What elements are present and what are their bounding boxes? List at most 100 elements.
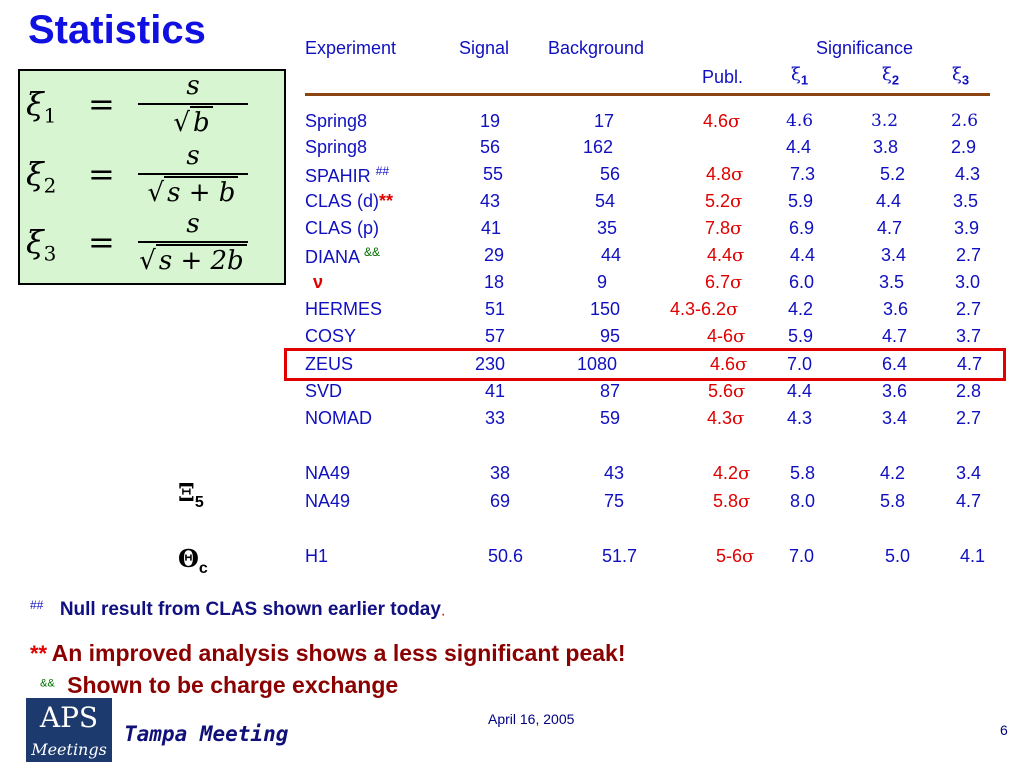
cell-xi2: 3.5: [879, 272, 905, 292]
cell-xi1: 8.0: [790, 491, 816, 511]
header-xi2: ξ2: [882, 64, 900, 88]
cell-xi1: 4.4: [786, 137, 812, 157]
cell-background: 17: [594, 111, 615, 131]
fraction: s √ s + 2b: [138, 211, 248, 276]
formula-xi1: ξ1 = s √ b: [20, 73, 284, 143]
cell-xi3: 2.7: [956, 408, 982, 428]
cell-publ: 4.3-6.2σ: [670, 299, 739, 320]
footnote-2-marker: **: [30, 641, 48, 666]
cell-xi1: 7.0: [787, 354, 813, 374]
cell-xi3: 4.7: [957, 354, 983, 374]
footnote-marker: &&: [364, 245, 381, 259]
cell-publ: 4.4σ: [707, 245, 745, 266]
sqrt-symbol: √: [173, 108, 190, 138]
aps-meetings-logo: APS Meetings: [26, 698, 112, 762]
cell-xi3: 4.3: [955, 164, 981, 184]
cell-publ: 7.8σ: [705, 218, 743, 239]
header-signal: Signal: [459, 38, 510, 58]
cell-xi1: 6.9: [789, 218, 815, 238]
cell-publ: 5.8σ: [713, 491, 751, 512]
header-divider: [305, 93, 990, 96]
footnote-3-marker: &&: [40, 677, 55, 690]
header-xi3: ξ3: [952, 64, 970, 88]
cell-experiment: Spring8: [305, 111, 368, 131]
header-background: Background: [548, 38, 645, 58]
cell-background: 75: [604, 491, 625, 511]
cell-signal: 230: [475, 354, 506, 374]
cell-xi2: 3.2: [871, 111, 899, 131]
cell-experiment: DIANA &&: [305, 245, 381, 267]
cell-experiment: ZEUS: [305, 354, 354, 374]
cell-xi3: 2.8: [956, 381, 982, 401]
header-publ: Publ.: [702, 67, 744, 87]
cell-xi3: 3.5: [953, 191, 979, 211]
cell-publ: 4.3σ: [707, 408, 745, 429]
cell-signal: 33: [485, 408, 506, 428]
footnote-marker: ##: [375, 164, 390, 178]
cell-background: 51.7: [602, 546, 638, 566]
cell-background: 9: [597, 272, 608, 292]
cell-xi3: 2.9: [951, 137, 977, 157]
cell-xi1: 5.9: [788, 326, 814, 346]
cell-xi2: 4.7: [877, 218, 903, 238]
cell-xi3: 3.9: [954, 218, 980, 238]
formula-box: ξ1 = s √ b ξ2 = s √ s + b ξ3 = s √ s + 2b: [18, 69, 286, 285]
cell-background: 162: [583, 137, 614, 157]
cell-background: 54: [595, 191, 616, 211]
cell-experiment: CLAS (d)**: [305, 191, 394, 211]
cell-signal: 43: [480, 191, 501, 211]
formula-xi3: ξ3 = s √ s + 2b: [20, 211, 284, 281]
cell-xi1: 4.6: [786, 111, 814, 131]
cell-xi3: 3.0: [955, 272, 981, 292]
header-experiment: Experiment: [305, 38, 397, 58]
sqrt-symbol: √: [147, 178, 165, 208]
cell-experiment: COSY: [305, 326, 357, 346]
cell-xi2: 5.2: [880, 164, 906, 184]
cell-publ: 4.6σ: [703, 111, 741, 132]
footnote-2: ** An improved analysis shows a less sig…: [30, 640, 626, 666]
footnote-1-marker: ##: [30, 598, 44, 612]
cell-xi3: 2.7: [956, 245, 982, 265]
cell-signal: 50.6: [488, 546, 524, 566]
cell-xi1: 5.8: [790, 463, 816, 483]
cell-signal: 57: [485, 326, 506, 346]
cell-xi2: 3.4: [882, 408, 908, 428]
fraction: s √ s + b: [138, 143, 248, 208]
cell-xi2: 4.2: [880, 463, 906, 483]
cell-background: 35: [597, 218, 618, 238]
cell-xi3: 3.4: [956, 463, 982, 483]
cell-signal: 56: [480, 137, 501, 157]
cell-xi1: 4.3: [787, 408, 813, 428]
cell-xi1: 4.4: [787, 381, 813, 401]
footnote-1: ## Null result from CLAS shown earlier t…: [30, 598, 446, 621]
cell-background: 1080: [577, 354, 618, 374]
cell-signal: 18: [484, 272, 505, 292]
cell-experiment: NA49: [305, 491, 351, 511]
cell-experiment: NOMAD: [305, 408, 372, 428]
cell-background: 87: [600, 381, 621, 401]
cell-xi3: 2.7: [956, 299, 982, 319]
cell-signal: 29: [484, 245, 505, 265]
cell-publ: 4.6σ: [710, 354, 748, 375]
cell-xi1: 5.9: [788, 191, 814, 211]
page-number: 6: [1000, 722, 1008, 738]
cell-xi2: 3.6: [882, 381, 908, 401]
cell-experiment: SVD: [305, 381, 343, 401]
cell-signal: 38: [490, 463, 511, 483]
cell-publ: 5.6σ: [708, 381, 746, 402]
cell-xi2: 6.4: [882, 354, 908, 374]
cell-experiment: HERMES: [305, 299, 383, 319]
sqrt-symbol: √: [139, 246, 156, 276]
cell-signal: 69: [490, 491, 511, 511]
cell-xi3: 4.7: [956, 491, 982, 511]
cell-signal: 55: [483, 164, 504, 184]
cell-publ: 5.2σ: [705, 191, 743, 212]
cell-xi2: 5.8: [880, 491, 906, 511]
cell-xi2: 3.4: [881, 245, 907, 265]
cell-xi3: 3.7: [956, 326, 982, 346]
cell-background: 43: [604, 463, 625, 483]
cell-signal: 19: [480, 111, 501, 131]
cell-xi1: 4.2: [788, 299, 814, 319]
header-xi1: ξ1: [791, 64, 809, 88]
cell-publ: 5-6σ: [716, 546, 755, 567]
